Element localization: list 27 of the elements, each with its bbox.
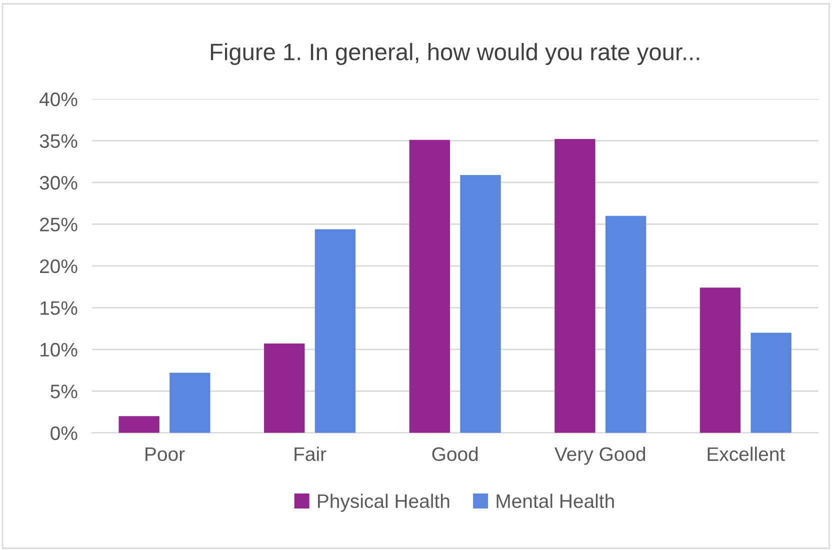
legend-label: Mental Health xyxy=(496,494,614,508)
bar xyxy=(264,344,305,433)
y-tick-label: 15% xyxy=(40,301,78,315)
y-tick-label: 25% xyxy=(40,218,78,232)
bar xyxy=(605,216,646,433)
chart-title: Figure 1. In general, how would you rate your... xyxy=(210,43,700,66)
x-tick-label: Excellent xyxy=(708,446,785,462)
bar xyxy=(118,416,160,433)
y-tick-label: 40% xyxy=(39,92,78,106)
y-tick-label: 10% xyxy=(40,342,78,357)
x-tick-label: Fair xyxy=(294,446,326,462)
y-tick-label: 0% xyxy=(50,426,78,440)
bar xyxy=(409,140,450,433)
y-tick-label: 30% xyxy=(40,176,78,190)
x-tick-label: Good xyxy=(432,446,478,462)
legend-label: Physical Health xyxy=(318,494,450,512)
bar xyxy=(750,332,792,433)
bar xyxy=(554,139,596,433)
bar xyxy=(460,174,501,433)
bar xyxy=(314,229,356,433)
bar xyxy=(700,288,741,433)
y-tick-label: 20% xyxy=(40,259,78,274)
x-tick-label: Poor xyxy=(146,447,185,462)
y-tick-label: 5% xyxy=(50,384,78,398)
y-tick-label: 35% xyxy=(40,134,78,148)
bar xyxy=(170,372,210,433)
x-tick-label: Very Good xyxy=(554,446,646,465)
